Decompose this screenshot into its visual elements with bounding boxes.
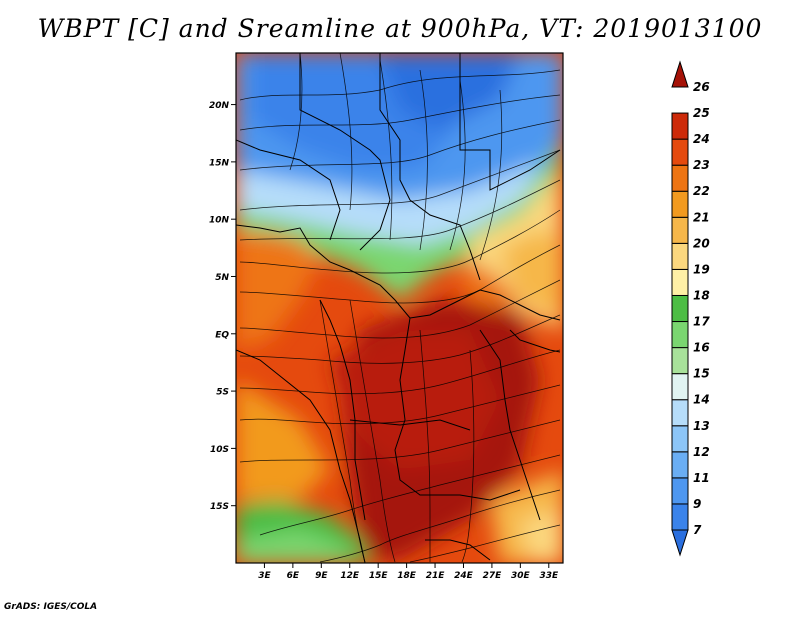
colorbar-label: 20	[693, 236, 710, 250]
colorbar-label: 21	[693, 210, 710, 224]
lon-tick-label: 9E	[315, 571, 328, 581]
map-axes: 20N 15N 10N 5N EQ 5S 10S 15S 3E 6E 9E 12E 15E 18E 21E 2…	[209, 101, 559, 581]
colorbar-label: 24	[693, 132, 710, 146]
colorbar-label: 7	[693, 523, 702, 537]
colorbar-swatch	[671, 138, 689, 166]
colorbar-label: 9	[693, 497, 701, 511]
lon-tick-label: 12E	[340, 571, 360, 581]
map-frame	[235, 52, 564, 564]
colorbar-swatch	[671, 294, 689, 323]
wbpt-field	[236, 53, 563, 563]
colorbar-swatch	[671, 164, 689, 192]
colorbar-label: 19	[693, 262, 710, 276]
lon-tick-label: 18E	[397, 571, 417, 581]
colorbar-swatch	[671, 503, 689, 531]
lat-tick-label: 15N	[209, 158, 230, 168]
colorbar-swatch	[671, 321, 689, 349]
lon-tick-label: 6E	[287, 571, 300, 581]
colorbar-swatch	[671, 373, 689, 401]
colorbar-swatch	[671, 425, 689, 453]
lon-tick-label: 33E	[539, 571, 559, 581]
lon-tick-label: 30E	[511, 571, 531, 581]
lon-tick-label: 21E	[426, 571, 446, 581]
colorbar-swatch	[671, 190, 689, 218]
colorbar-swatch	[671, 451, 689, 479]
colorbar-label: 22	[693, 184, 710, 198]
colorbar-label: 23	[693, 158, 710, 172]
colorbar-label: 17	[693, 315, 710, 329]
lat-tick-label: 10S	[210, 445, 229, 455]
colorbar-swatch	[671, 268, 689, 296]
colorbar-label: 13	[693, 419, 710, 433]
lat-tick-label: 20N	[209, 101, 230, 111]
footer-credit: GrADS: IGES/COLA	[4, 602, 98, 612]
lon-tick-label: 15E	[369, 571, 389, 581]
lon-tick-label: 24E	[454, 571, 474, 581]
colorbar-label: 18	[693, 288, 710, 302]
colorbar-label: 16	[693, 341, 710, 355]
lat-tick-label: 5N	[215, 273, 229, 283]
colorbar-swatch	[671, 60, 689, 88]
lat-tick-label: EQ	[215, 330, 229, 340]
lat-tick-label: 5S	[216, 388, 229, 398]
weather-map: 20N 15N 10N 5N EQ 5S 10S 15S 3E 6E 9E 12E 15E 18E 21E 2…	[209, 52, 710, 581]
colorbar-label: 26	[693, 80, 710, 94]
colorbar-label: 11	[693, 471, 710, 485]
colorbar-swatch	[671, 216, 689, 244]
country-boundaries	[236, 53, 561, 563]
colorbar-swatch	[671, 529, 689, 557]
lat-tick-label: 15S	[210, 502, 229, 512]
chart-title: WBPT [C] and Sreamline at 900hPa, VT: 20…	[37, 14, 763, 43]
colorbar-swatch	[671, 347, 689, 375]
colorbar-swatch	[671, 477, 689, 505]
colorbar-label: 15	[693, 367, 710, 381]
lon-tick-label: 27E	[483, 571, 503, 581]
lon-tick-label: 3E	[258, 571, 271, 581]
colorbar-label: 12	[693, 445, 710, 459]
colorbar-swatch	[671, 399, 689, 427]
lat-tick-label: 10N	[209, 216, 230, 226]
colorbar-label: 14	[693, 393, 710, 407]
colorbar: 7 9 11 12 13 14 15 16 17 18 19 20 21 22 23 24 25 26	[671, 60, 710, 557]
colorbar-swatch	[671, 112, 689, 140]
colorbar-label: 25	[693, 106, 710, 120]
colorbar-swatch	[671, 242, 689, 270]
